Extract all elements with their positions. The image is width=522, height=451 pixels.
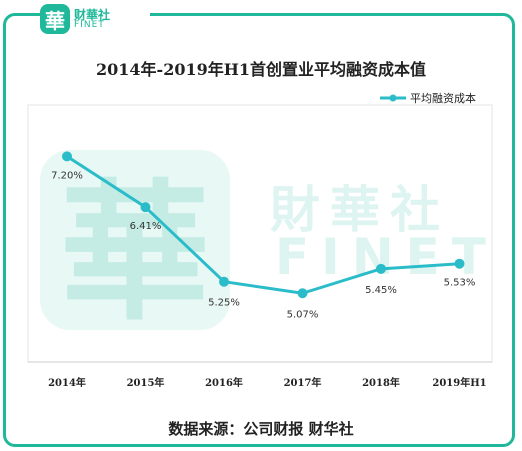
x-tick-label: 2016年 [205,376,243,389]
data-label: 7.20% [51,170,83,181]
data-point [376,263,386,274]
data-label: 5.53% [444,278,476,289]
x-tick-label: 2019年H1 [432,376,486,389]
x-tick-label: 2014年 [48,376,86,389]
logo-mark-icon: 華 [40,4,70,34]
watermark-en: FINET [275,228,498,286]
data-point [297,288,308,299]
watermark-mark: 華 [40,150,230,341]
data-point [219,276,229,287]
data-label: 5.25% [208,298,240,309]
data-point [140,202,151,213]
x-tick-label: 2017年 [284,376,322,389]
x-tick-label: 2015年 [127,376,165,389]
chart-legend: 平均融资成本 [380,90,476,106]
chart-frame [3,13,515,447]
plot-area [27,104,493,363]
data-label: 5.07% [287,309,319,320]
series-line [66,155,460,295]
legend-label: 平均融资成本 [410,92,476,105]
logo-cn-text: 财華社 [74,7,111,22]
data-label: 6.41% [130,221,162,232]
data-source-note: 数据来源：公司财报 财华社 [168,420,354,438]
data-label: 5.45% [365,285,397,296]
chart-title: 2014年-2019年H1首创置业平均融资成本值 [96,60,426,79]
logo-en-text: FINET [74,19,105,30]
watermark-cn: 財華社 [270,181,450,239]
x-tick-label: 2018年 [362,376,400,389]
finet-logo: 華 财華社 FINET [40,2,150,36]
data-point [454,258,465,269]
legend-line-swatch [380,94,406,102]
data-point [62,151,72,162]
